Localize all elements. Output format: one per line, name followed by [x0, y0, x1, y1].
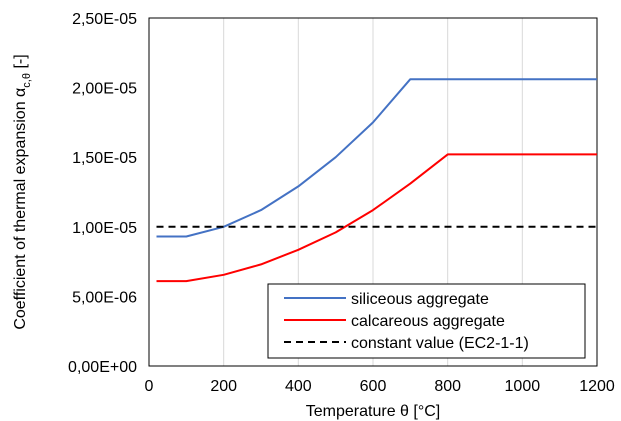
- y-axis-title-main: Coefficient of thermal expansion α: [12, 88, 29, 330]
- y-axis-title: Coefficient of thermal expansion αc,θ [-…: [12, 54, 33, 329]
- y-tick-label-4: 2,00E-05: [72, 81, 137, 98]
- series-lines: [156, 78, 597, 283]
- x-axis-title: Temperature θ [°C]: [306, 403, 440, 420]
- x-axis-ticks: 0 200 400 600 800 1000 1200: [145, 378, 615, 395]
- y-tick-label-1: 5,00E-06: [72, 289, 137, 306]
- legend-label-0: siliceous aggregate: [351, 291, 489, 308]
- x-tick-label-6: 1200: [579, 378, 615, 395]
- y-tick-label-2: 1,00E-05: [72, 220, 137, 237]
- x-tick-label-0: 0: [145, 378, 154, 395]
- y-axis-title-subscript: c,θ: [21, 73, 33, 88]
- y-tick-label-5: 2,50E-05: [72, 11, 137, 28]
- x-tick-label-2: 400: [285, 378, 312, 395]
- plot-area-frame: [148, 17, 598, 367]
- x-tick-label-4: 800: [434, 378, 461, 395]
- y-axis-ticks: 0,00E+00 5,00E-06 1,00E-05 1,50E-05 2,00E-05…: [68, 11, 137, 376]
- legend-box: [267, 283, 586, 359]
- legend-label-1: calcareous aggregate: [351, 313, 505, 330]
- x-tick-label-3: 600: [360, 378, 387, 395]
- x-tick-label-5: 1000: [505, 378, 541, 395]
- x-tick-label-1: 200: [210, 378, 237, 395]
- y-tick-label-3: 1,50E-05: [72, 150, 137, 167]
- legend: siliceous aggregate calcareous aggregate c…: [267, 283, 586, 359]
- y-axis-title-unit: [-]: [12, 54, 29, 73]
- legend-label-2: constant value (EC2-1-1): [351, 335, 529, 352]
- series-line-1: [156, 153, 597, 283]
- y-tick-label-0: 0,00E+00: [68, 359, 137, 376]
- series-line-0: [156, 78, 597, 238]
